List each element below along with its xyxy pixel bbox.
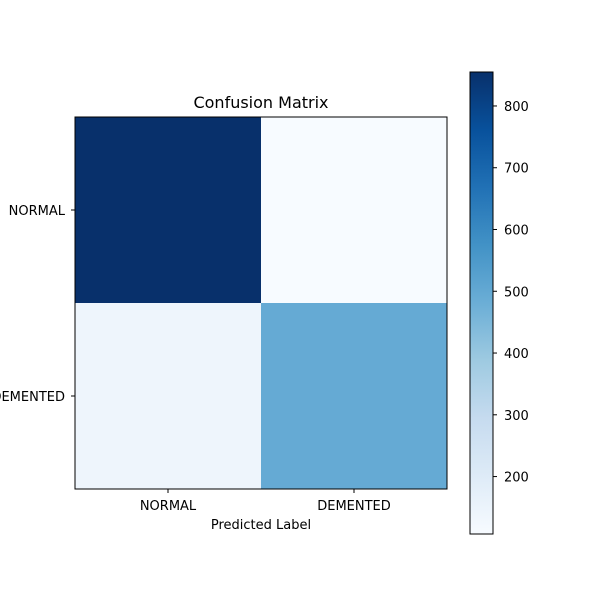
colorbar-tick-label: 700 xyxy=(504,162,529,177)
chart-title: Confusion Matrix xyxy=(193,93,328,112)
colorbar-tick-label: 400 xyxy=(504,347,529,362)
x-axis-ticks: NORMAL DEMENTED xyxy=(140,489,391,514)
heatmap-cells xyxy=(75,117,447,489)
colorbar-tick-label: 800 xyxy=(504,100,529,115)
y-tick-label: NORMAL xyxy=(9,204,66,219)
x-axis-label: Predicted Label xyxy=(211,518,311,533)
x-tick-label: NORMAL xyxy=(140,499,197,514)
colorbar-tick-label: 600 xyxy=(504,224,529,239)
cell-demented-demented xyxy=(261,303,447,489)
colorbar-tick-label: 500 xyxy=(504,285,529,300)
colorbar-tick-label: 300 xyxy=(504,409,529,424)
x-tick-label: DEMENTED xyxy=(317,499,391,514)
cell-normal-normal xyxy=(75,117,261,303)
cell-normal-demented xyxy=(261,117,447,303)
plot-frame xyxy=(74,116,448,490)
y-tick-label: DEMENTED xyxy=(0,390,65,405)
colorbar-tick-label: 200 xyxy=(504,471,529,486)
y-axis-ticks: NORMAL DEMENTED xyxy=(0,204,75,405)
colorbar-ticks: 200 300 400 500 600 700 800 xyxy=(493,100,529,486)
colorbar xyxy=(469,71,494,535)
cell-demented-normal xyxy=(75,303,261,489)
